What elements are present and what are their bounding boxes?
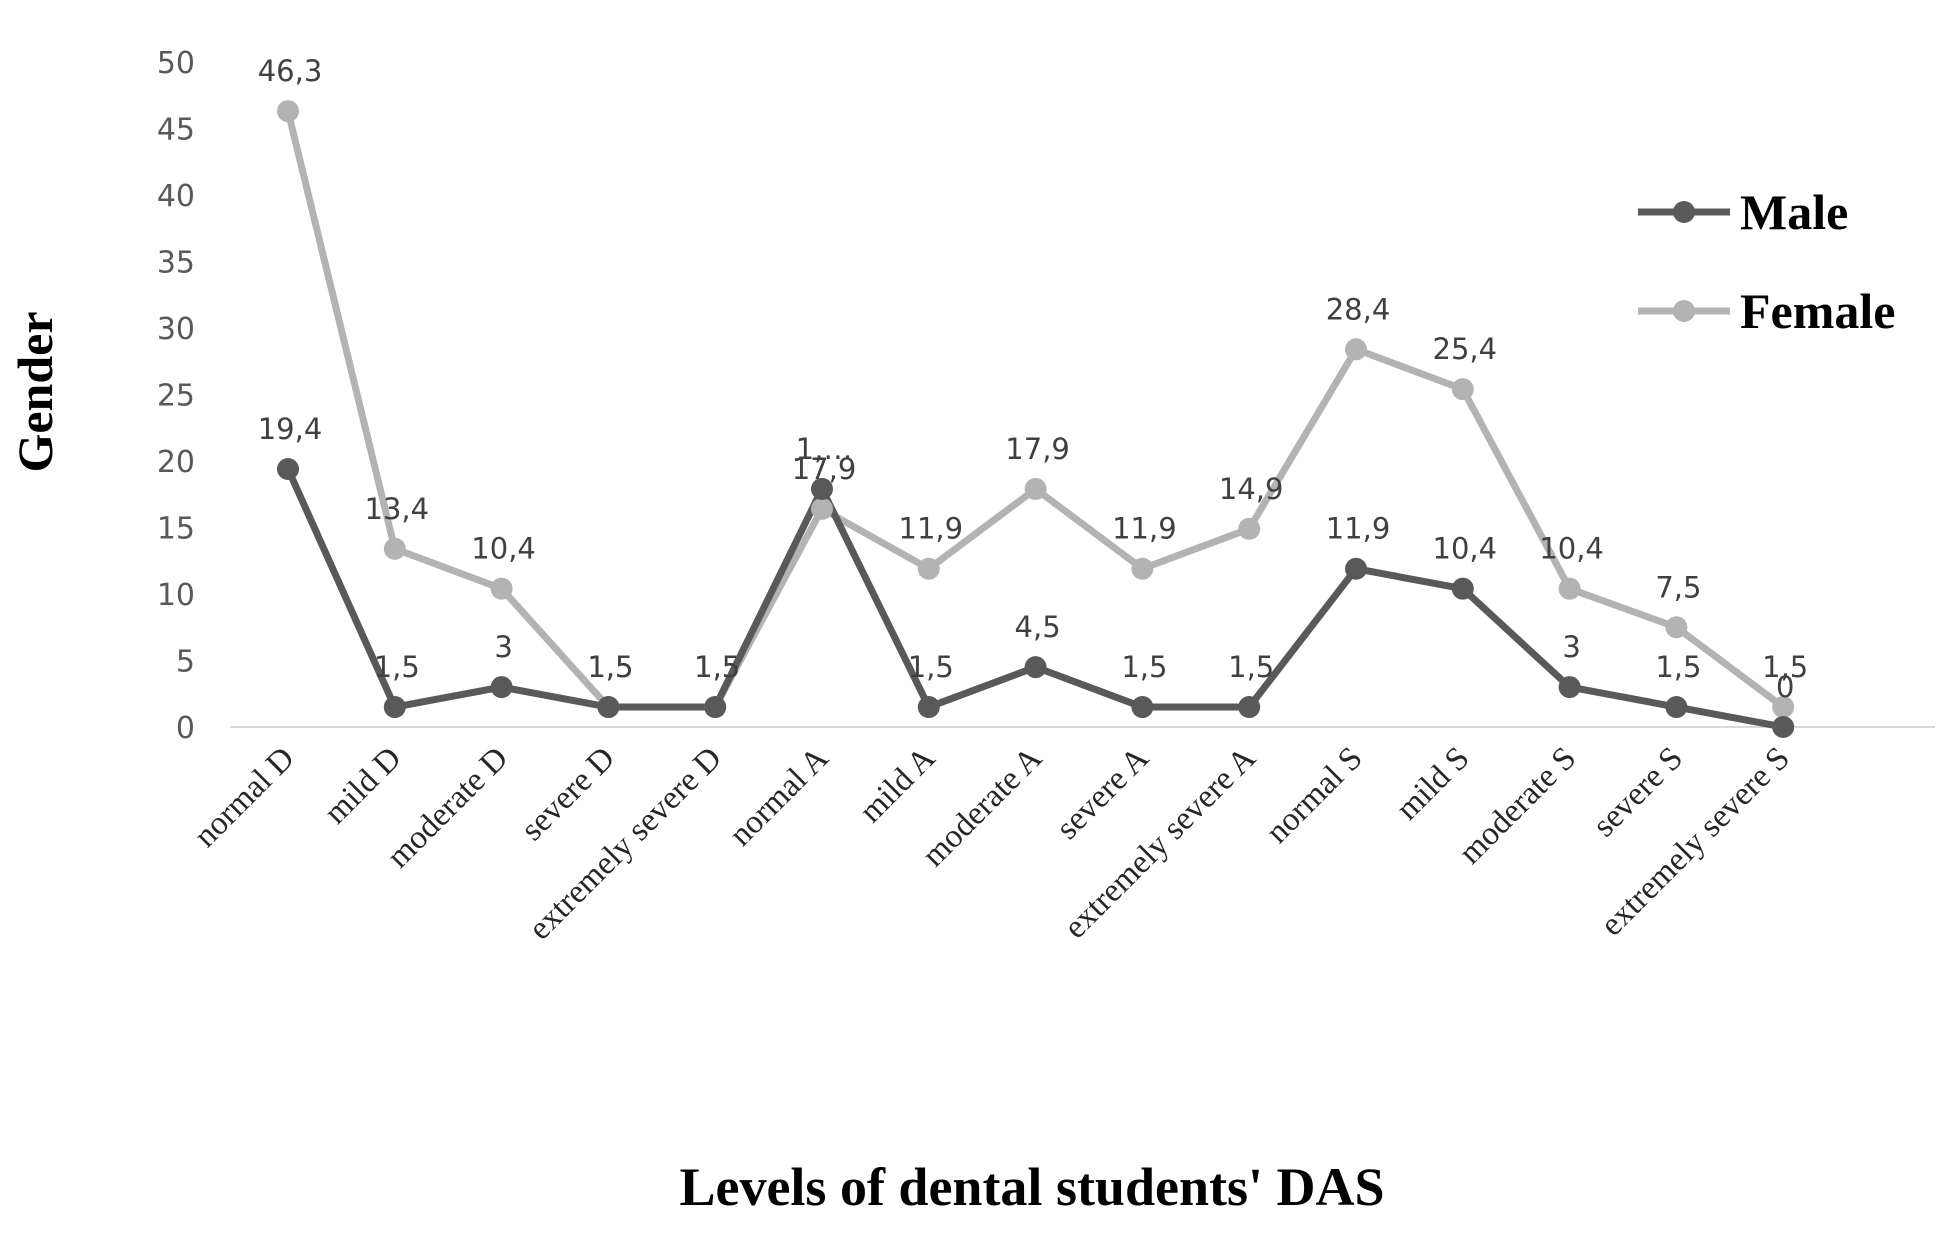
data-point-female: [490, 577, 513, 600]
x-tick-label: extremely severe D: [522, 740, 729, 947]
x-tick-label: moderate S: [1452, 740, 1583, 871]
data-point-male: [490, 676, 513, 699]
x-tick-label: normal A: [723, 740, 836, 853]
data-point-male: [1024, 656, 1047, 679]
y-tick-label: 25: [157, 379, 195, 414]
x-tick-label: mild D: [318, 740, 409, 831]
data-point-male: [1345, 557, 1367, 580]
data-label-male: 1,5: [1228, 650, 1274, 684]
data-label-female: 14,9: [1219, 472, 1284, 506]
data-point-female: [1131, 557, 1154, 580]
data-point-male: [1665, 696, 1688, 719]
y-tick-label: 30: [157, 312, 195, 347]
data-label-male: 1,…: [796, 432, 853, 466]
x-tick-label: severe S: [1586, 740, 1690, 844]
legend-label-male: Male: [1740, 184, 1848, 240]
data-point-female: [1558, 577, 1581, 600]
x-tick-label: normal S: [1259, 740, 1369, 850]
data-label-female: 17,9: [1005, 432, 1070, 466]
data-label-female: 46,3: [258, 54, 323, 88]
y-axis-ticks: 0 5 10 15 20 25 30 35 40 45 50: [157, 46, 195, 746]
x-tick-label: extremely severe A: [1057, 740, 1263, 946]
data-label-female: 17,9: [792, 452, 857, 486]
data-point-female: [1772, 696, 1795, 719]
legend-label-female: Female: [1740, 283, 1895, 339]
data-point-female: [1451, 378, 1474, 401]
data-point-male: [917, 696, 940, 719]
data-point-male: [1772, 716, 1795, 738]
data-label-male: 19,4: [258, 412, 323, 446]
x-tick-label: severe A: [1050, 740, 1157, 847]
data-point-male: [1238, 696, 1261, 719]
data-label-male: 11,9: [1326, 512, 1391, 546]
data-point-female: [811, 497, 833, 520]
x-tick-label: mild S: [1389, 740, 1476, 827]
y-tick-label: 35: [157, 246, 195, 281]
legend-marker-male: [1673, 201, 1695, 223]
x-tick-label: severe D: [514, 740, 622, 848]
data-label-male: 3: [1562, 630, 1580, 664]
data-label-female: 25,4: [1433, 332, 1498, 366]
data-point-male: [1558, 676, 1581, 699]
y-tick-label: 5: [176, 645, 195, 680]
legend: Male Female: [1638, 184, 1895, 339]
data-label-male: 1,5: [1655, 650, 1701, 684]
data-label-male: 1,5: [1121, 650, 1167, 684]
data-labels: 19,4 1,5 3 1,5 1,5 1,… 1,5 4,5 1,5 1,5 11,9 10,4 3 1,…: [258, 54, 1809, 704]
data-point-male: [704, 696, 727, 719]
legend-marker-female: [1673, 300, 1695, 322]
data-label-female: 1,5: [694, 650, 740, 684]
data-label-female: 11,9: [899, 512, 964, 546]
data-point-male: [597, 696, 620, 719]
data-label-female: 13,4: [365, 492, 430, 526]
data-label-male: 0: [1776, 670, 1794, 704]
data-label-male: 3: [494, 630, 512, 664]
y-tick-label: 45: [157, 113, 195, 148]
data-point-female: [1665, 616, 1688, 639]
data-label-male: 10,4: [1433, 532, 1498, 566]
data-label-female: 10,4: [1539, 532, 1604, 566]
data-label-male: 1,5: [908, 650, 954, 684]
y-tick-label: 15: [157, 512, 195, 547]
data-point-female: [1024, 477, 1047, 500]
y-tick-label: 10: [157, 578, 195, 613]
data-point-female: [917, 557, 940, 580]
data-label-male: 4,5: [1015, 610, 1061, 644]
data-point-male: [1131, 696, 1154, 719]
x-tick-label: normal D: [187, 740, 301, 854]
data-point-male: [277, 457, 299, 480]
data-point-female: [277, 100, 299, 123]
data-point-male: [1451, 577, 1474, 600]
y-tick-label: 0: [176, 711, 195, 746]
y-tick-label: 50: [157, 46, 195, 81]
x-tick-label: extremely severe S: [1594, 740, 1797, 943]
x-axis-title: Levels of dental students' DAS: [679, 1157, 1384, 1217]
data-label-male: 1,5: [374, 650, 420, 684]
data-label-female: 11,9: [1112, 512, 1177, 546]
data-label-female: 1,5: [587, 650, 633, 684]
series-points: [277, 100, 1795, 738]
data-point-female: [383, 537, 406, 560]
data-point-female: [1238, 517, 1261, 540]
y-axis-title: Gender: [7, 311, 63, 472]
data-label-female: 28,4: [1326, 292, 1391, 326]
data-point-male: [383, 696, 406, 719]
data-label-male: 1,5: [587, 650, 633, 684]
y-tick-label: 40: [157, 179, 195, 214]
y-tick-label: 20: [157, 445, 195, 480]
data-label-female: 7,5: [1655, 570, 1701, 604]
data-label-female: 10,4: [471, 532, 536, 566]
data-point-male: [811, 477, 833, 500]
data-label-female: 1,5: [1762, 650, 1808, 684]
x-tick-label: mild A: [853, 740, 943, 830]
data-point-female: [1345, 338, 1367, 361]
data-label-male: 1,5: [694, 650, 740, 684]
